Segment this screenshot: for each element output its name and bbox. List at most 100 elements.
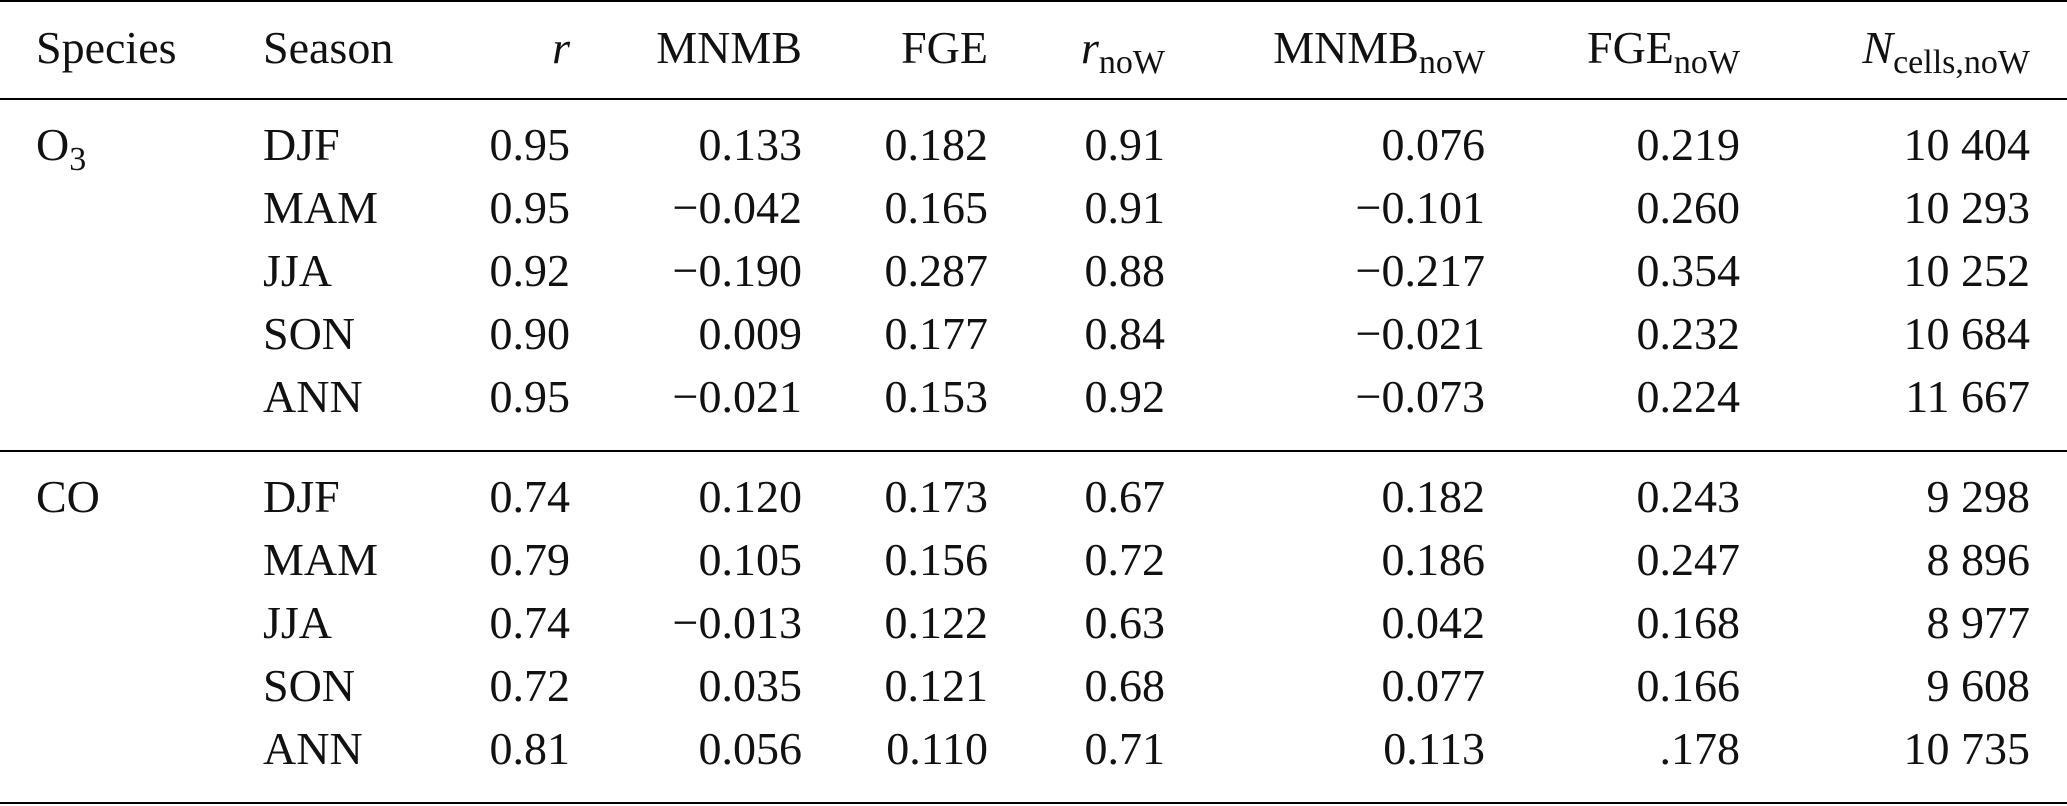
header-r-now-main: r — [1081, 22, 1099, 73]
season-cell: MAM — [263, 534, 379, 585]
r-now-cell: 0.88 — [1084, 245, 1166, 296]
fge-now-cell: 0.219 — [1636, 119, 1741, 170]
table-row: ANN 0.95 −0.021 0.153 0.92 −0.073 0.224 … — [0, 367, 2067, 427]
header-fge-now-main: FGE — [1587, 22, 1674, 73]
r-now-cell: 0.72 — [1084, 534, 1166, 585]
header-fge-now: FGEnoW — [1520, 18, 1740, 83]
ncells-cell: 10 252 — [1903, 245, 2031, 296]
mnmb-cell: 0.105 — [698, 534, 803, 585]
ncells-cell: 10 404 — [1903, 119, 2031, 170]
mnmb-now-cell: −0.073 — [1355, 371, 1485, 422]
season-cell: MAM — [263, 182, 379, 233]
header-r: r — [552, 22, 570, 73]
r-now-cell: 0.63 — [1084, 597, 1166, 648]
mnmb-now-cell: 0.042 — [1381, 597, 1486, 648]
fge-cell: 0.121 — [884, 660, 989, 711]
mnmb-now-cell: −0.217 — [1355, 245, 1485, 296]
r-now-cell: 0.91 — [1084, 182, 1166, 233]
r-cell: 0.95 — [489, 371, 571, 422]
r-now-cell: 0.67 — [1084, 471, 1166, 522]
table-header-row: Species Season r MNMB FGE rnoW MNMBnoW F… — [0, 18, 2067, 81]
fge-now-cell: 0.232 — [1636, 308, 1741, 359]
season-cell: JJA — [263, 245, 333, 296]
table-row: MAM 0.79 0.105 0.156 0.72 0.186 0.247 8 … — [0, 530, 2067, 590]
r-cell: 0.95 — [489, 182, 571, 233]
ncells-cell: 10 293 — [1903, 182, 2031, 233]
fge-cell: 0.165 — [884, 182, 989, 233]
mnmb-cell: 0.056 — [698, 723, 803, 774]
r-cell: 0.79 — [489, 534, 571, 585]
mnmb-cell: −0.042 — [672, 182, 802, 233]
table-row: JJA 0.74 −0.013 0.122 0.63 0.042 0.168 8… — [0, 593, 2067, 653]
species-cell: O3 — [36, 115, 256, 180]
species-main: CO — [36, 471, 100, 522]
fge-now-cell: 0.243 — [1636, 471, 1741, 522]
mnmb-now-cell: 0.076 — [1381, 119, 1486, 170]
group-separator-rule — [0, 450, 2067, 452]
r-now-cell: 0.91 — [1084, 119, 1166, 170]
table-row: MAM 0.95 −0.042 0.165 0.91 −0.101 0.260 … — [0, 178, 2067, 238]
table-row: SON 0.72 0.035 0.121 0.68 0.077 0.166 9 … — [0, 656, 2067, 716]
table-row: ANN 0.81 0.056 0.110 0.71 0.113 .178 10 … — [0, 719, 2067, 779]
season-cell: SON — [263, 308, 356, 359]
header-species: Species — [36, 22, 177, 73]
mnmb-cell: −0.190 — [672, 245, 802, 296]
ncells-cell: 11 667 — [1905, 371, 2030, 422]
mnmb-now-cell: −0.101 — [1355, 182, 1485, 233]
fge-cell: 0.182 — [884, 119, 989, 170]
fge-cell: 0.287 — [884, 245, 989, 296]
r-now-cell: 0.84 — [1084, 308, 1166, 359]
header-rule — [0, 98, 2067, 100]
r-cell: 0.81 — [489, 723, 571, 774]
header-mnmb-now-main: MNMB — [1273, 22, 1419, 73]
mnmb-cell: 0.120 — [698, 471, 803, 522]
table-top-rule — [0, 0, 2067, 2]
mnmb-now-cell: 0.186 — [1381, 534, 1486, 585]
header-mnmb: MNMB — [656, 22, 802, 73]
mnmb-cell: 0.133 — [698, 119, 803, 170]
header-r-now: rnoW — [1010, 18, 1165, 83]
r-now-cell: 0.68 — [1084, 660, 1166, 711]
r-now-cell: 0.71 — [1084, 723, 1166, 774]
ncells-cell: 9 298 — [1926, 471, 2031, 522]
season-cell: JJA — [263, 597, 333, 648]
table-row: CO DJF 0.74 0.120 0.173 0.67 0.182 0.243… — [0, 467, 2067, 527]
mnmb-now-cell: 0.182 — [1381, 471, 1486, 522]
species-cell: CO — [36, 467, 256, 532]
season-cell: ANN — [263, 723, 363, 774]
table-bottom-rule — [0, 802, 2067, 804]
fge-now-cell: 0.224 — [1636, 371, 1741, 422]
mnmb-cell: −0.021 — [672, 371, 802, 422]
fge-now-cell: 0.247 — [1636, 534, 1741, 585]
fge-now-cell: 0.168 — [1636, 597, 1741, 648]
fge-cell: 0.153 — [884, 371, 989, 422]
r-cell: 0.74 — [489, 471, 571, 522]
header-ncells-sub: cells,noW — [1893, 44, 2030, 81]
header-fge-now-sub: noW — [1673, 44, 1740, 81]
mnmb-cell: −0.013 — [672, 597, 802, 648]
table-row: O3 DJF 0.95 0.133 0.182 0.91 0.076 0.219… — [0, 115, 2067, 178]
mnmb-cell: 0.009 — [698, 308, 803, 359]
ncells-cell: 10 735 — [1903, 723, 2031, 774]
mnmb-now-cell: 0.113 — [1383, 723, 1485, 774]
fge-cell: 0.177 — [884, 308, 989, 359]
header-mnmb-now: MNMBnoW — [1200, 18, 1485, 83]
ncells-cell: 9 608 — [1926, 660, 2031, 711]
r-cell: 0.92 — [489, 245, 571, 296]
r-cell: 0.90 — [489, 308, 571, 359]
ncells-cell: 10 684 — [1903, 308, 2031, 359]
fge-now-cell: .178 — [1659, 723, 1741, 774]
fge-now-cell: 0.166 — [1636, 660, 1741, 711]
r-cell: 0.74 — [489, 597, 571, 648]
fge-cell: 0.110 — [886, 723, 988, 774]
season-cell: DJF — [263, 119, 340, 170]
mnmb-now-cell: −0.021 — [1355, 308, 1485, 359]
fge-cell: 0.173 — [884, 471, 989, 522]
fge-now-cell: 0.354 — [1636, 245, 1741, 296]
r-cell: 0.95 — [489, 119, 571, 170]
r-cell: 0.72 — [489, 660, 571, 711]
fge-now-cell: 0.260 — [1636, 182, 1741, 233]
header-season: Season — [263, 22, 394, 73]
season-cell: SON — [263, 660, 356, 711]
table-row: JJA 0.92 −0.190 0.287 0.88 −0.217 0.354 … — [0, 241, 2067, 301]
